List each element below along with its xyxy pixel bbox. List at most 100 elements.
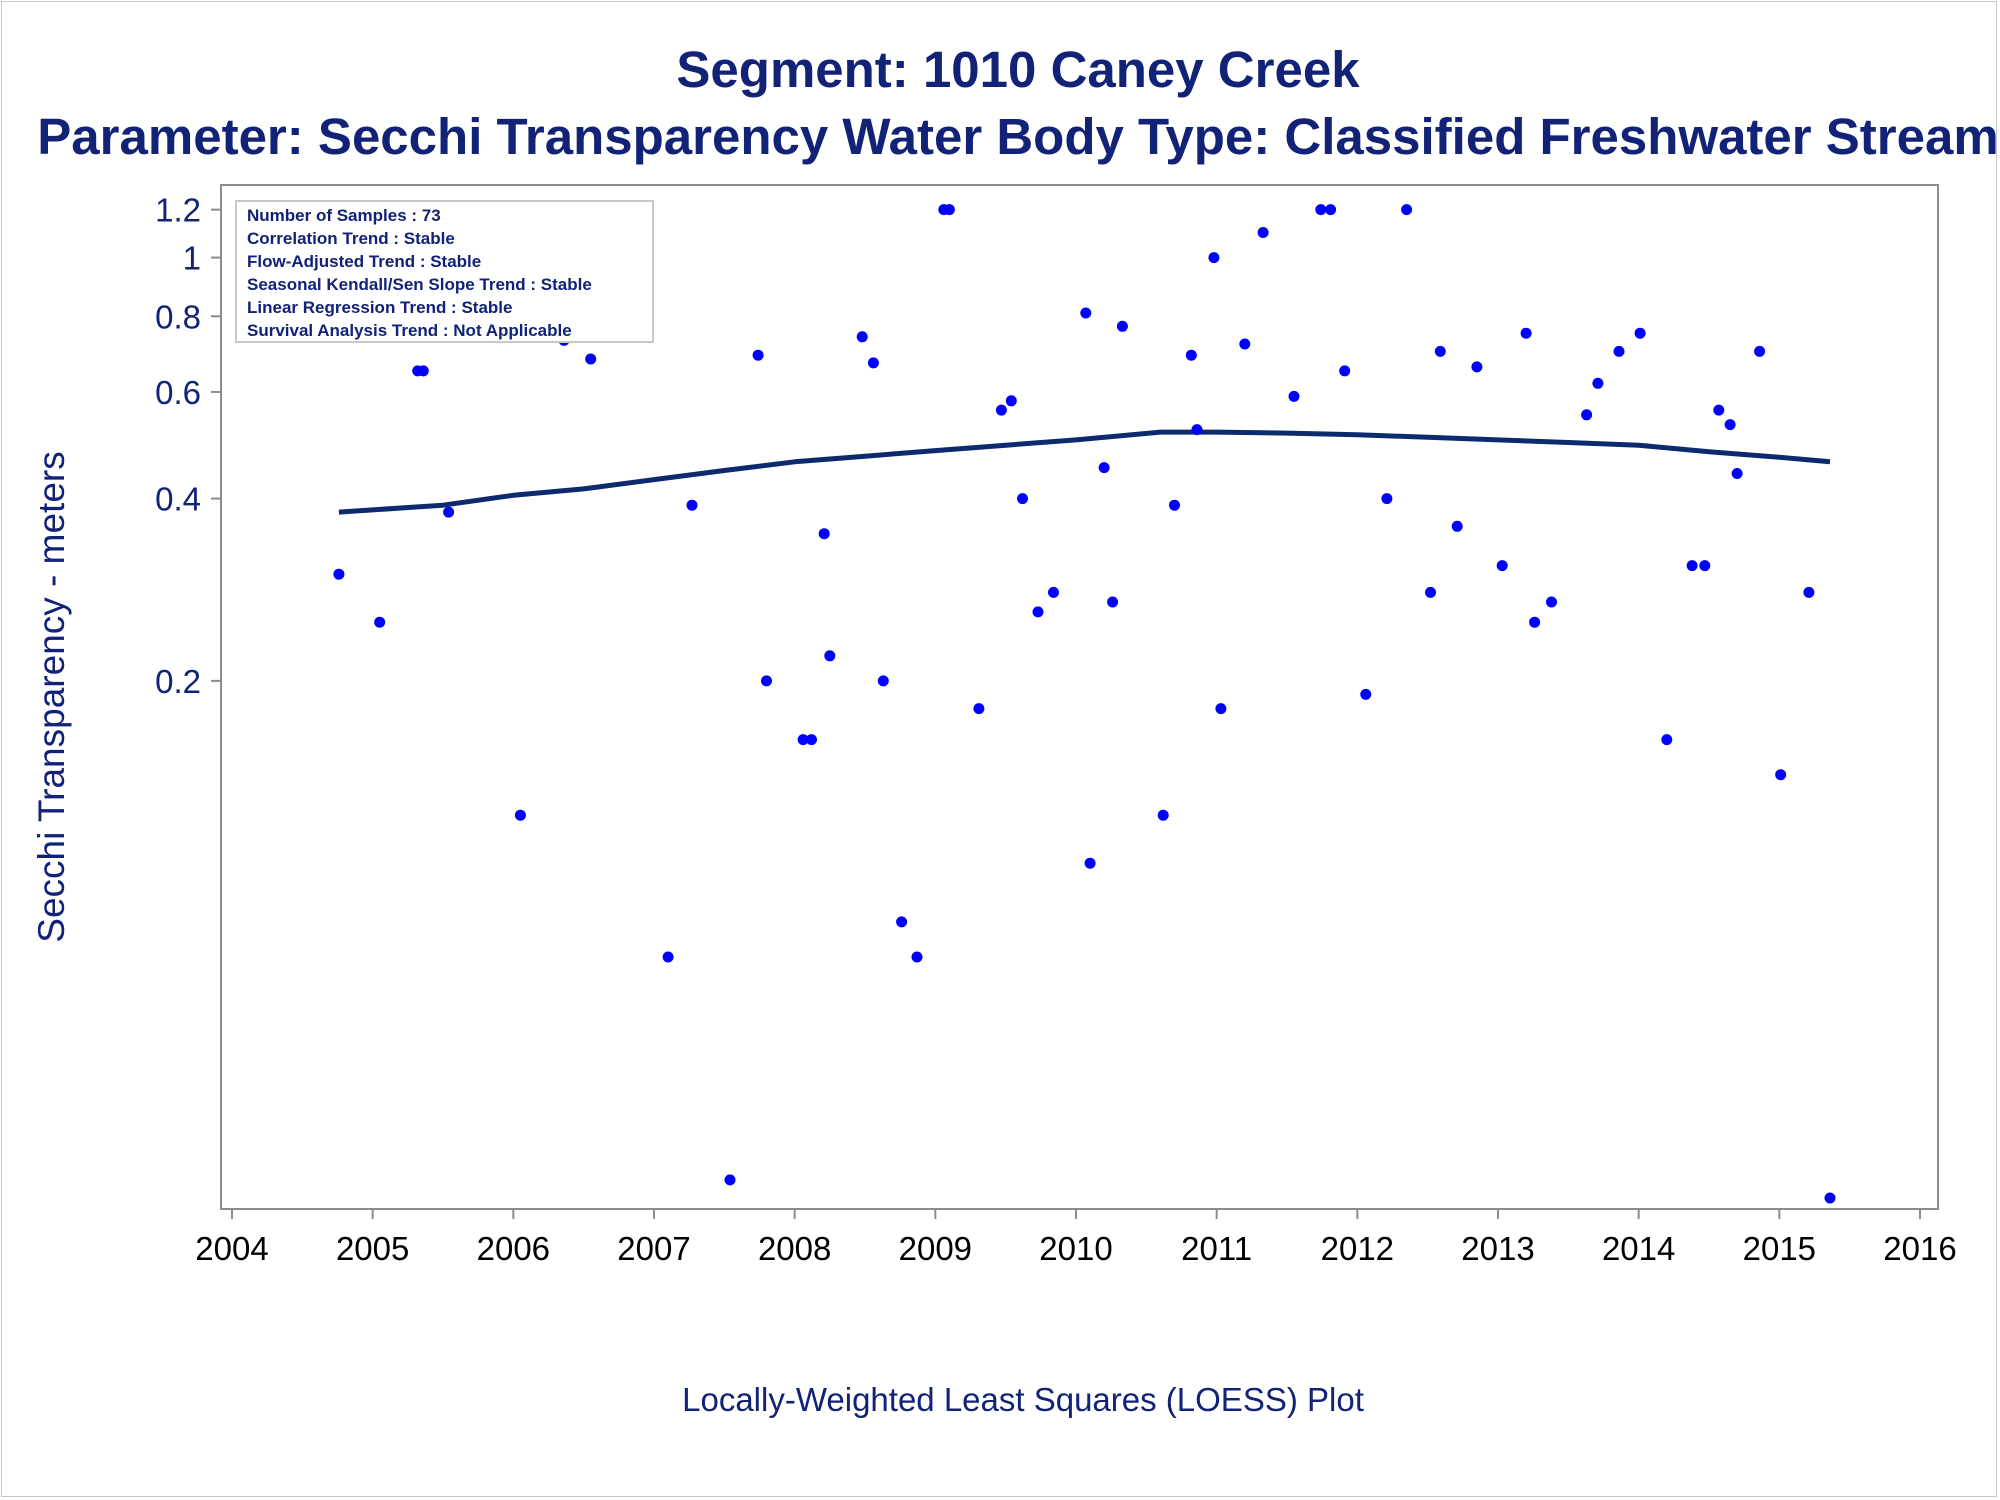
data-point [1520,327,1532,339]
data-point [1546,596,1557,608]
x-tick-label: 2012 [1321,1230,1394,1267]
data-point [1381,493,1393,505]
data-point [1425,586,1436,598]
data-point [1451,520,1463,532]
data-point [1157,809,1169,821]
x-tick-label: 2010 [1039,1230,1112,1267]
data-point [374,616,386,628]
loess-line [338,429,1831,515]
loess-layer [338,429,1831,515]
x-tick-label: 2006 [477,1230,550,1267]
data-point [1080,307,1092,319]
x-tick-label: 2013 [1461,1230,1534,1267]
data-point [1803,586,1815,598]
data-point [761,675,772,687]
data-point [417,365,429,377]
data-point [1032,606,1044,618]
chart-title: Segment: 1010 Caney Creek [676,41,1360,98]
y-axis: 0.2 0.4 0.6 0.8 1 1.2 [155,192,221,700]
data-point [911,951,923,963]
x-tick-label: 2005 [336,1230,409,1267]
data-point [1471,361,1483,373]
data-point [1434,345,1446,357]
data-point [1098,462,1110,474]
data-point [724,1174,736,1186]
data-point [1775,769,1787,781]
data-point [1496,560,1508,572]
data-point [1339,365,1351,377]
y-tick-label: 1 [183,240,201,277]
data-point [995,404,1007,416]
y-tick-label: 1.2 [155,192,201,229]
y-tick-label: 0.4 [155,481,201,518]
x-tick-label: 2015 [1743,1230,1816,1267]
stats-linear-regression: Linear Regression Trend : Stable [247,298,512,317]
data-point [867,357,879,369]
data-point [818,528,830,540]
y-axis-label: Secchi Transparency - meters [31,451,72,942]
footnote: Locally-Weighted Least Squares (LOESS) P… [682,1381,1364,1418]
data-point [797,734,809,746]
stats-survival-analysis: Survival Analysis Trend : Not Applicable [247,321,572,340]
data-point [1325,204,1337,216]
stats-box-frame [235,200,654,343]
data-point [824,650,836,662]
data-point [1005,395,1017,407]
x-tick-label: 2009 [899,1230,972,1267]
data-point [1116,320,1128,332]
data-point [1713,404,1725,416]
chart-subtitle: Parameter: Secchi Transparency Water Bod… [37,108,1999,165]
data-point [806,734,817,746]
data-point [1581,409,1593,421]
x-tick-label: 2011 [1181,1230,1252,1267]
y-tick-label: 0.6 [155,374,201,411]
data-point [1185,349,1197,361]
data-point [1315,204,1327,216]
x-axis: 2004 2005 2006 2007 2008 2009 2010 2011 2012 2013… [195,1209,1957,1267]
data-point [973,703,985,715]
stats-correlation: Correlation Trend : Stable [247,229,455,248]
points-layer [333,204,1836,1204]
stats-box: Number of Samples : 73 Correlation Trend… [235,200,654,343]
stats-seasonal-kendall: Seasonal Kendall/Sen Slope Trend : Stabl… [247,275,592,294]
data-point [333,568,345,580]
data-point [1699,560,1711,572]
data-point [1360,688,1372,700]
data-point [1754,345,1766,357]
data-point [1592,377,1604,389]
data-point [1084,857,1096,869]
data-point [1191,424,1203,436]
data-point [514,809,526,821]
data-point [1257,227,1269,238]
data-point [752,349,764,361]
data-point [1048,586,1059,598]
data-point [1017,493,1028,505]
data-point [1215,703,1227,715]
data-point [443,506,455,518]
data-point [662,951,674,963]
x-tick-label: 2008 [758,1230,831,1267]
data-point [943,204,955,216]
data-point [1288,390,1300,402]
stats-flow-adjusted: Flow-Adjusted Trend : Stable [247,252,481,271]
x-tick-label: 2004 [195,1230,268,1267]
y-tick-label: 0.8 [155,298,201,335]
data-point [1401,204,1413,216]
plot-area-frame [220,184,1939,1210]
data-point [856,331,868,343]
data-point [1107,596,1119,608]
x-tick-label: 2016 [1883,1230,1956,1267]
x-tick-label: 2014 [1602,1230,1675,1267]
data-point [1686,560,1698,572]
data-point [896,916,908,928]
data-point [686,499,698,511]
data-point [585,353,597,365]
stats-samples: Number of Samples : 73 [247,206,441,225]
y-tick-label: 0.2 [155,663,201,700]
x-tick-label: 2007 [617,1230,690,1267]
data-point [1731,468,1743,479]
data-point [1239,338,1251,350]
data-point [1529,616,1541,628]
data-point [1724,419,1736,431]
